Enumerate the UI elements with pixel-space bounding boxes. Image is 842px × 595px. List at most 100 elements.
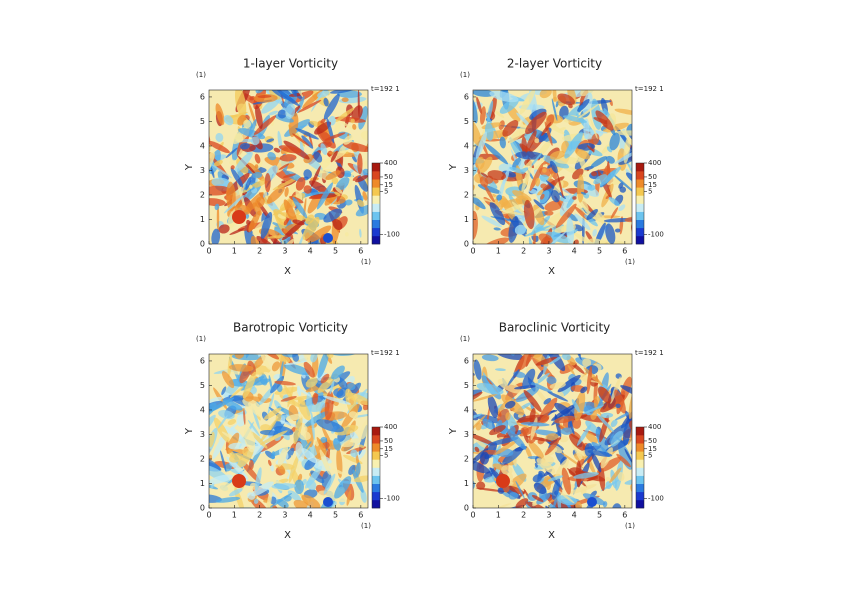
field-blob xyxy=(543,398,552,405)
field-blob xyxy=(383,406,392,419)
y-tick-label: 1 xyxy=(464,215,469,224)
field-blob xyxy=(355,204,368,217)
field-blob xyxy=(360,131,368,141)
field-blob xyxy=(329,90,356,94)
field-blob xyxy=(531,494,544,503)
field-blob xyxy=(606,146,613,153)
field-blob xyxy=(557,374,581,393)
field-blob xyxy=(608,196,620,207)
y-axis-label: Y xyxy=(184,427,195,435)
field-blob xyxy=(625,172,632,183)
field-blob xyxy=(334,191,341,197)
field-blob xyxy=(546,376,557,385)
field-blob xyxy=(242,371,257,399)
colorbar-segment xyxy=(636,171,644,180)
field-blob xyxy=(282,173,296,178)
colorbar-segment xyxy=(372,475,380,484)
field-blob xyxy=(499,209,525,216)
field xyxy=(209,90,368,244)
time-label: t=192 1 xyxy=(371,349,400,357)
field-blob xyxy=(234,133,244,143)
field-blob xyxy=(572,232,592,244)
field-blob xyxy=(274,380,296,386)
colorbar-segment xyxy=(372,459,380,468)
field-blob xyxy=(473,413,483,422)
field-blob xyxy=(271,451,276,460)
field-blob xyxy=(601,183,614,208)
field-blob xyxy=(245,176,252,191)
field-blob xyxy=(473,391,483,405)
field-blob xyxy=(629,420,632,431)
field-blob xyxy=(547,475,564,482)
panel: 0 1 2 3 4 5 6 0 1 2 3 4 5 6 2-layer Vorticity X Y (1) (1) t… xyxy=(448,57,664,278)
field-blob xyxy=(488,437,519,446)
field-blob xyxy=(576,424,592,446)
field-blob xyxy=(614,108,632,116)
x-unit: (1) xyxy=(625,258,635,266)
field-blob xyxy=(515,480,525,499)
field-blob xyxy=(209,185,231,196)
field-blob xyxy=(597,386,612,404)
field-blob xyxy=(549,150,565,160)
field-blob xyxy=(277,238,295,244)
colorbar-segment xyxy=(636,427,644,436)
field-blob xyxy=(285,413,304,421)
field-blob xyxy=(578,105,583,113)
field-blob xyxy=(211,228,221,244)
field-blob xyxy=(510,354,515,356)
field-blob xyxy=(240,460,261,483)
y-tick-label: 4 xyxy=(200,405,205,414)
x-tick-label: 5 xyxy=(597,247,602,256)
field-blob xyxy=(288,453,300,483)
field-blob xyxy=(475,422,482,431)
field-blob xyxy=(617,442,632,470)
field-blob xyxy=(209,140,230,154)
field-blob xyxy=(244,426,256,453)
field-blob xyxy=(525,111,547,135)
field-blob xyxy=(227,419,237,425)
field-blob xyxy=(573,354,582,361)
field-blob xyxy=(549,382,566,389)
field-blob xyxy=(257,95,272,99)
y-tick-label: 2 xyxy=(464,454,469,463)
colorbar-tick-label: 5 xyxy=(384,187,388,195)
field-blob xyxy=(237,449,254,468)
y-tick-label: 5 xyxy=(200,117,205,126)
y-tick-label: 6 xyxy=(464,92,469,101)
field-blob xyxy=(479,176,489,188)
field-blob xyxy=(512,190,532,202)
field-blob xyxy=(260,211,273,239)
field-blob xyxy=(489,202,506,226)
y-tick-label: 2 xyxy=(200,454,205,463)
field-blob xyxy=(559,127,566,131)
field-blob xyxy=(507,247,515,264)
x-tick-label: 3 xyxy=(546,511,551,520)
field-blob xyxy=(209,151,215,180)
field-blob xyxy=(360,489,367,503)
field-blob xyxy=(551,478,561,500)
field-blob xyxy=(234,151,253,173)
time-label: t=192 1 xyxy=(371,85,400,93)
field-blob xyxy=(285,90,297,97)
field-blob xyxy=(215,103,225,126)
y-axis-label: Y xyxy=(448,427,459,435)
field-blob xyxy=(277,464,286,475)
field-blob xyxy=(614,412,631,421)
field-blob xyxy=(255,196,265,208)
field-blob xyxy=(335,177,350,191)
field-blob xyxy=(541,155,570,169)
field-blob xyxy=(249,96,256,101)
field-blob xyxy=(267,393,275,415)
field-blob xyxy=(260,354,271,370)
colorbar-segment xyxy=(372,467,380,476)
field-blob xyxy=(292,354,299,362)
field-blob xyxy=(218,410,235,420)
field-blob xyxy=(495,503,512,508)
field-blob xyxy=(369,397,376,403)
field-blob xyxy=(492,73,523,90)
colorbar-tick-label: 5 xyxy=(648,451,652,459)
field-blob xyxy=(520,422,550,427)
field-blob xyxy=(280,396,297,402)
field-blob xyxy=(353,475,368,483)
field-blob xyxy=(539,174,550,182)
